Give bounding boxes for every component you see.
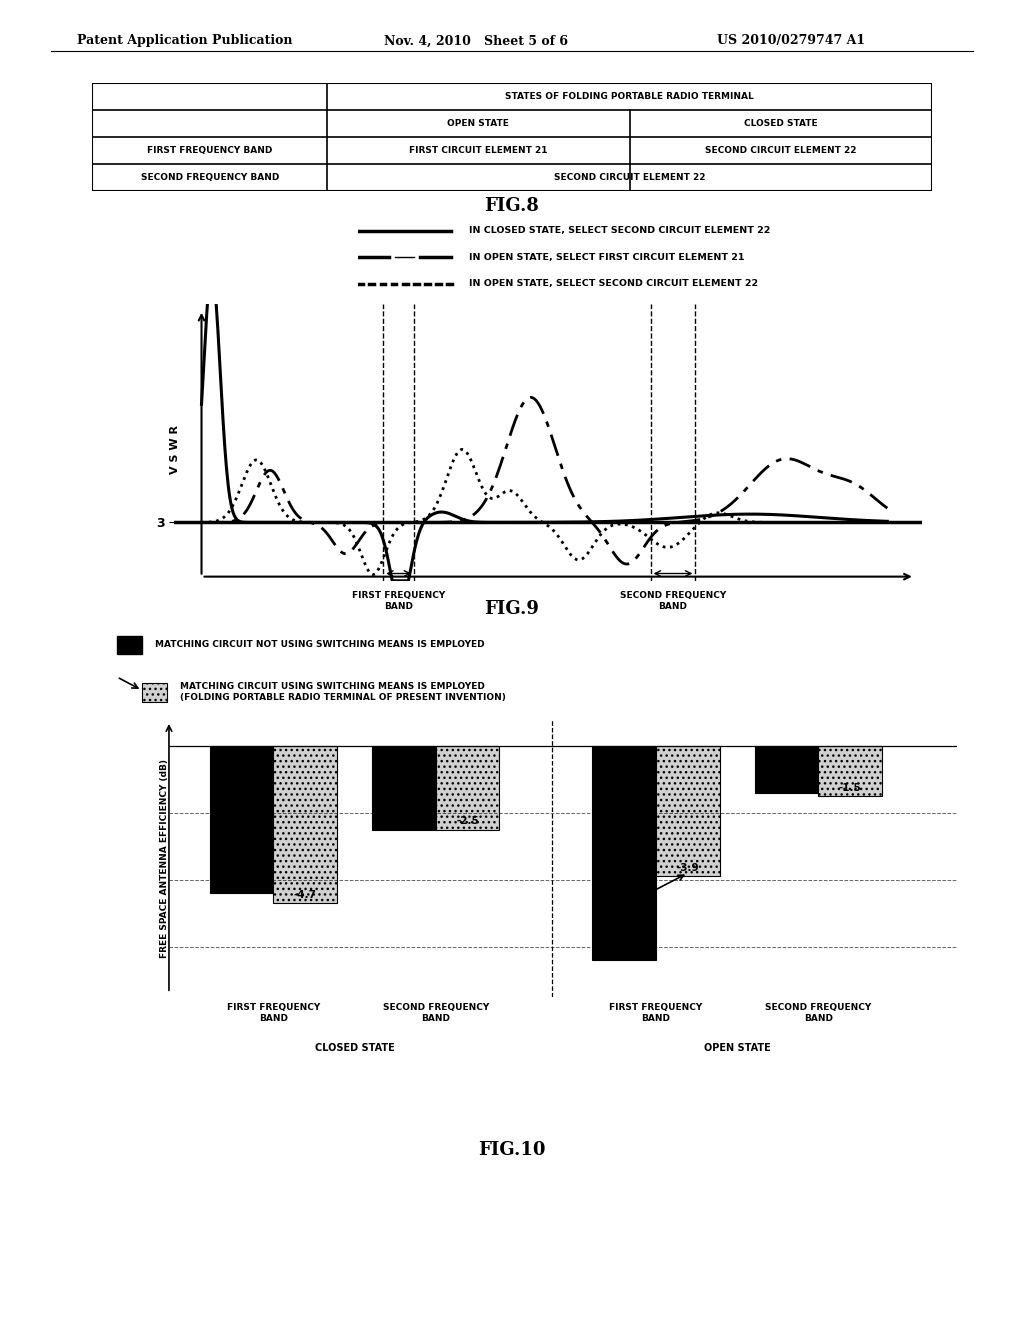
Text: FIRST FREQUENCY
BAND: FIRST FREQUENCY BAND [352,591,445,611]
Text: Nov. 4, 2010   Sheet 5 of 6: Nov. 4, 2010 Sheet 5 of 6 [384,34,568,48]
Text: -2.5: -2.5 [392,816,415,826]
Bar [142,682,167,702]
Text: SECOND FREQUENCY
BAND: SECOND FREQUENCY BAND [620,591,726,611]
Text: V S W R: V S W R [170,425,180,474]
Text: -4.4: -4.4 [230,879,253,890]
Bar [656,746,720,876]
Bar [117,636,142,655]
Text: US 2010/0279747 A1: US 2010/0279747 A1 [717,34,865,48]
Text: FIRST FREQUENCY
BAND: FIRST FREQUENCY BAND [609,1003,702,1023]
Bar [818,746,882,796]
Text: -1.5: -1.5 [839,783,861,793]
Text: -2.5: -2.5 [456,816,479,826]
Text: MATCHING CIRCUIT NOT USING SWITCHING MEANS IS EMPLOYED: MATCHING CIRCUIT NOT USING SWITCHING MEA… [155,640,484,649]
Text: OPEN STATE: OPEN STATE [703,1043,770,1053]
Text: CLOSED STATE: CLOSED STATE [743,119,817,128]
Bar [435,746,500,829]
Text: MATCHING CIRCUIT USING SWITCHING MEANS IS EMPLOYED
(FOLDING PORTABLE RADIO TERMI: MATCHING CIRCUIT USING SWITCHING MEANS I… [180,682,506,702]
Text: IN OPEN STATE, SELECT SECOND CIRCUIT ELEMENT 22: IN OPEN STATE, SELECT SECOND CIRCUIT ELE… [469,280,758,288]
Text: SECOND FREQUENCY
BAND: SECOND FREQUENCY BAND [383,1003,488,1023]
Text: SECOND CIRCUIT ELEMENT 22: SECOND CIRCUIT ELEMENT 22 [554,173,706,182]
Bar [592,746,656,960]
Text: SECOND FREQUENCY
BAND: SECOND FREQUENCY BAND [765,1003,871,1023]
Text: -6.4: -6.4 [612,946,636,957]
Text: SECOND CIRCUIT ELEMENT 22: SECOND CIRCUIT ELEMENT 22 [705,147,856,156]
Text: FIRST FREQUENCY
BAND: FIRST FREQUENCY BAND [226,1003,319,1023]
Text: FIG.9: FIG.9 [484,599,540,618]
Bar [755,746,818,793]
Text: OPEN STATE: OPEN STATE [447,119,509,128]
Text: FIG.10: FIG.10 [478,1140,546,1159]
Text: -3.9: -3.9 [677,863,699,873]
FancyBboxPatch shape [92,83,932,191]
Text: STATES OF FOLDING PORTABLE RADIO TERMINAL: STATES OF FOLDING PORTABLE RADIO TERMINA… [505,92,754,102]
Bar [210,746,273,894]
Text: CLOSED STATE: CLOSED STATE [314,1043,394,1053]
Text: -4.7: -4.7 [294,890,316,900]
Y-axis label: FREE SPACE ANTENNA EFFICIENCY (dB): FREE SPACE ANTENNA EFFICIENCY (dB) [161,759,169,957]
Text: SECOND FREQUENCY BAND: SECOND FREQUENCY BAND [140,173,279,182]
Text: FIRST CIRCUIT ELEMENT 21: FIRST CIRCUIT ELEMENT 21 [410,147,548,156]
Text: FIRST FREQUENCY BAND: FIRST FREQUENCY BAND [147,147,272,156]
Text: -1.4: -1.4 [775,780,798,789]
Bar [273,746,337,903]
Text: FIG.8: FIG.8 [484,197,540,215]
Text: IN CLOSED STATE, SELECT SECOND CIRCUIT ELEMENT 22: IN CLOSED STATE, SELECT SECOND CIRCUIT E… [469,227,770,235]
Text: Patent Application Publication: Patent Application Publication [77,34,292,48]
Text: IN OPEN STATE, SELECT FIRST CIRCUIT ELEMENT 21: IN OPEN STATE, SELECT FIRST CIRCUIT ELEM… [469,253,744,261]
Bar [372,746,435,829]
